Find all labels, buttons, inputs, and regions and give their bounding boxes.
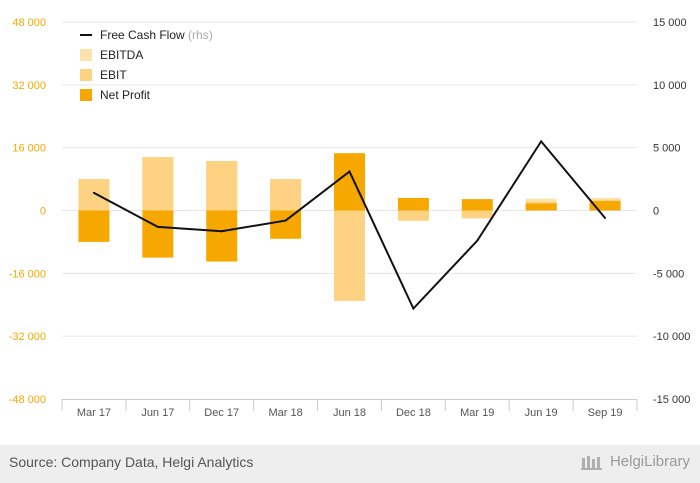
bar-net-profit [142, 210, 174, 258]
category-label: Mar 19 [460, 407, 494, 419]
bar-ebit [78, 179, 110, 211]
bar-net-profit [334, 153, 365, 211]
category-label: Jun 17 [141, 407, 174, 419]
legend-label: Free Cash Flow (rhs) [100, 28, 213, 42]
category-label: Dec 18 [396, 407, 431, 419]
line-point-free-cash-flow [92, 191, 95, 194]
left-axis-tick-label: 32 000 [12, 80, 46, 92]
line-point-free-cash-flow [156, 225, 159, 228]
bar-net-profit [78, 210, 110, 242]
line-point-free-cash-flow [604, 217, 607, 220]
line-point-free-cash-flow [284, 219, 287, 222]
bar-net-profit [397, 197, 429, 211]
category-label: Sep 19 [588, 407, 623, 419]
bar-ebit [142, 157, 174, 211]
legend-label: EBIT [100, 68, 127, 82]
left-axis-tick-label: 48 000 [12, 17, 46, 29]
line-point-free-cash-flow [220, 230, 223, 233]
footer: Source: Company Data, Helgi Analytics He… [0, 445, 700, 483]
source-text: Source: Company Data, Helgi Analytics [9, 454, 254, 470]
legend-label: EBITDA [100, 48, 143, 62]
line-point-free-cash-flow [348, 170, 351, 173]
right-axis-tick-label: 10 000 [653, 80, 687, 92]
bar-ebit [461, 210, 493, 219]
bar-net-profit [206, 210, 238, 262]
right-axis-tick-label: -10 000 [653, 331, 690, 343]
right-axis-tick-label: 0 [653, 206, 659, 218]
bar-ebit [334, 210, 365, 301]
line-point-free-cash-flow [540, 140, 543, 143]
line-point-free-cash-flow [412, 307, 415, 310]
right-axis-tick-label: -5 000 [653, 268, 684, 280]
category-label: Mar 17 [77, 407, 111, 419]
helgi-library-logo[interactable]: HelgiLibrary [580, 453, 690, 470]
category-label: Jun 19 [525, 407, 558, 419]
bar-net-profit [461, 199, 493, 211]
legend-swatch [80, 89, 92, 101]
library-icon [580, 455, 602, 470]
legend-label: Net Profit [100, 88, 151, 102]
combo-chart: 48 000 32 000 16 000 0 -16 000 -32 000 -48 000… [9, 17, 691, 419]
left-axis-tick-label: -32 000 [9, 331, 46, 343]
left-axis-tick-label: -16 000 [9, 268, 46, 280]
bar-ebit [270, 179, 302, 211]
bar-net-profit [525, 203, 557, 211]
right-axis-tick-label: 15 000 [653, 17, 687, 29]
chart-area: 48 000 32 000 16 000 0 -16 000 -32 000 -48 000… [9, 17, 691, 419]
left-axis-tick-label: 0 [40, 206, 46, 218]
bar-ebit [206, 161, 238, 211]
bar-net-profit [589, 201, 621, 211]
legend-swatch [80, 69, 92, 81]
category-label: Dec 17 [204, 407, 239, 419]
legend-swatch [80, 49, 92, 61]
bar-net-profit [270, 210, 302, 239]
category-label: Jun 18 [333, 407, 366, 419]
legend-rhs-suffix: (rhs) [185, 28, 213, 42]
line-point-free-cash-flow [476, 239, 479, 242]
category-label: Mar 18 [268, 407, 302, 419]
bar-ebit [397, 210, 429, 221]
left-axis-tick-label: 16 000 [12, 143, 46, 155]
right-axis-tick-label: -15 000 [653, 394, 690, 406]
left-axis-tick-label: -48 000 [9, 394, 46, 406]
right-axis-tick-label: 5 000 [653, 143, 681, 155]
logo-text: HelgiLibrary [609, 453, 690, 470]
